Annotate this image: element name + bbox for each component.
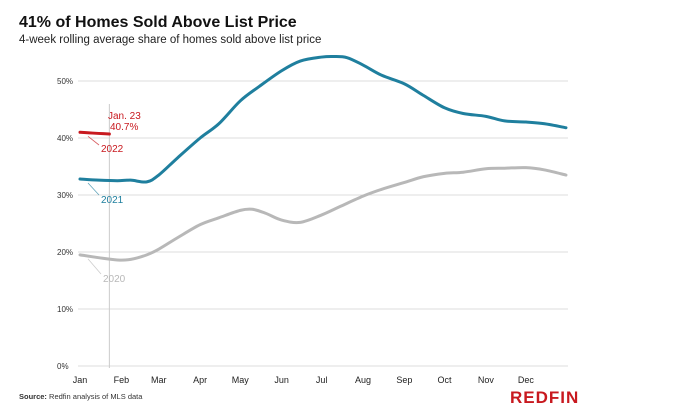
y-tick-label: 40% <box>57 134 73 143</box>
annotation-date: Jan. 23 <box>108 111 141 122</box>
leader-2020 <box>87 258 102 275</box>
series-line-2020 <box>78 166 568 262</box>
x-tick-label: Nov <box>478 375 495 385</box>
leader-2022 <box>87 135 100 146</box>
annotation-value: 40.7% <box>110 122 138 133</box>
x-tick-label: Apr <box>193 375 207 385</box>
label-layer: Jan. 23 40.7% 2022 2021 2020 <box>101 111 141 285</box>
x-tick-label: Feb <box>114 375 130 385</box>
x-tick-label: Jan <box>73 375 88 385</box>
y-tick-label: 10% <box>57 305 73 314</box>
series-line-2021 <box>78 54 568 184</box>
series-label-2020: 2020 <box>103 274 126 285</box>
x-tick-label: Sep <box>396 375 412 385</box>
x-tick-label: Jul <box>316 375 328 385</box>
x-tick-label: Dec <box>518 375 535 385</box>
y-tick-label: 30% <box>57 191 73 200</box>
y-tick-label: 0% <box>57 362 69 371</box>
redfin-logo: REDFIN <box>510 388 580 407</box>
grid-layer <box>78 80 568 367</box>
y-tick-label: 20% <box>57 248 73 257</box>
series-label-2021: 2021 <box>101 195 124 206</box>
x-tick-label: May <box>232 375 250 385</box>
x-axis-ticks: Jan Feb Mar Apr May Jun Jul Aug Sep Oct Nov Dec <box>73 375 535 385</box>
series-label-2022: 2022 <box>101 144 124 155</box>
chart-subtitle: 4-week rolling average share of homes so… <box>19 34 322 46</box>
source-note: Source: Redfin analysis of MLS data <box>19 392 142 401</box>
x-tick-label: Jun <box>274 375 289 385</box>
source-label: Source: <box>19 392 47 401</box>
x-tick-label: Oct <box>437 375 452 385</box>
x-tick-label: Mar <box>151 375 167 385</box>
leader-2021 <box>87 182 100 196</box>
y-axis-ticks: 0% 10% 20% 30% 40% 50% <box>57 77 73 371</box>
y-tick-label: 50% <box>57 77 73 86</box>
series-line-2022 <box>78 130 111 136</box>
series-layer <box>78 54 568 275</box>
chart-title: 41% of Homes Sold Above List Price <box>19 14 297 31</box>
x-tick-label: Aug <box>355 375 371 385</box>
source-text: Redfin analysis of MLS data <box>49 392 143 401</box>
